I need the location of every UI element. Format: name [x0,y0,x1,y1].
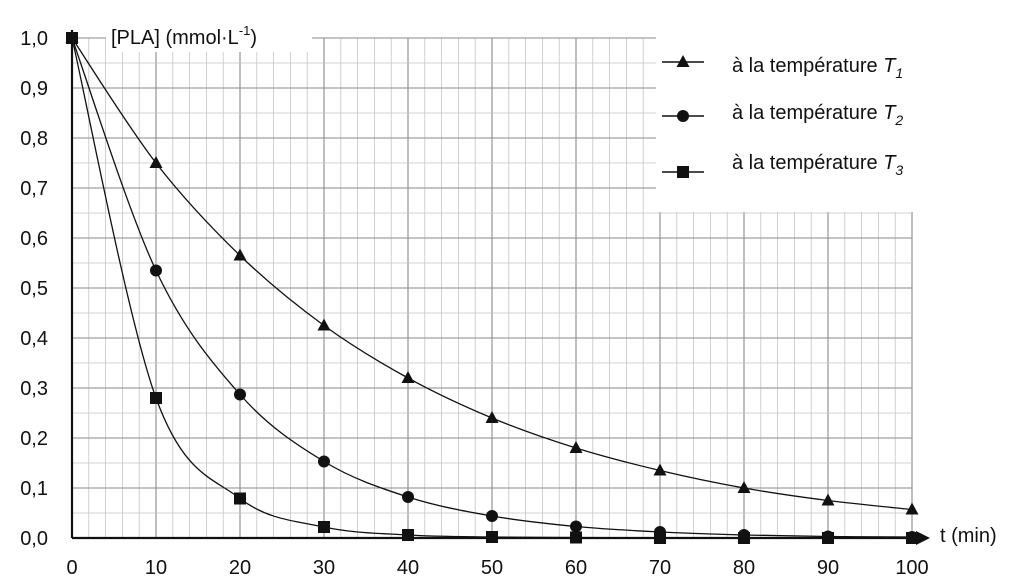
point-t3-square [150,392,162,404]
markers [65,31,919,544]
legend-item-t1: à la température T1 [662,55,903,81]
y-tick-label: 0,6 [20,228,48,250]
y-tick-label: 0,2 [20,428,48,450]
x-tick-label: 80 [733,557,755,579]
point-t1-triangle [149,156,163,168]
point-t1-triangle [485,411,499,423]
point-t3-square [654,532,666,544]
legend-circle-marker [677,110,689,122]
y-tick-label: 0,5 [20,278,48,300]
x-tick-label: 40 [397,557,419,579]
y-tick-label: 0,0 [20,528,48,550]
x-tick-label: 70 [649,557,671,579]
point-t3-square [66,32,78,44]
y-tick-label: 0,9 [20,78,48,100]
point-t2-circle [234,388,246,401]
point-t3-square [234,492,246,505]
point-t1-triangle [905,502,919,515]
y-axis-label: [PLA] (mmol·L-1) [111,23,257,49]
y-tick-label: 0,4 [20,328,48,350]
x-tick-label: 100 [895,557,928,579]
y-tick-label: 0,1 [20,478,48,500]
y-tick-label: 0,7 [20,178,48,200]
x-tick-label: 10 [145,557,167,579]
x-tick-label: 90 [817,557,839,579]
legend-background [656,36,920,212]
point-t1-triangle [317,318,331,331]
point-t3-square [486,531,498,543]
x-tick-label: 30 [313,557,335,579]
y-tick-label: 1,0 [20,28,48,50]
x-axis-arrow [916,531,930,545]
legend-label-t1: à la température T1 [732,55,903,81]
point-t3-square [738,532,750,544]
x-tick-label: 60 [565,557,587,579]
tick-labels: 0 10 20 30 40 50 60 70 80 90 100 0,0 0,1 0,2 0,3 0,4 0,5… [20,28,929,579]
point-t1-triangle [821,493,835,506]
legend: à la température T1 à la température T2 … [656,36,920,212]
legend-item-t2: à la température T2 [662,102,903,128]
point-t1-triangle [233,248,247,261]
ylabel-background [106,20,312,52]
point-t2-circle [486,510,498,522]
point-t1-triangle [653,463,667,476]
legend-item-t3: à la température T3 [662,152,903,178]
grid [71,37,913,539]
point-t1-triangle [569,441,583,453]
legend-triangle-marker [676,55,690,67]
y-tick-label: 0,8 [20,128,48,150]
point-t3-square [318,521,330,533]
point-t2-circle [570,520,582,533]
point-t3-square [402,529,414,541]
x-tick-label: 20 [229,557,251,579]
x-axis-label: t (min) [940,525,997,547]
point-t2-circle [150,264,162,277]
point-t2-circle [402,491,414,503]
point-t3-square [570,531,582,544]
legend-label-t2: à la température T2 [732,102,903,128]
x-tick-label: 50 [481,557,503,579]
series-line-t1 [71,37,913,511]
point-t1-triangle [401,371,415,383]
point-t3-square [822,532,834,544]
point-t1-triangle [737,481,751,493]
point-t2-circle [318,455,330,468]
series-line-t2 [71,37,913,538]
legend-label-t3: à la température T3 [732,152,903,178]
point-t3-square [906,532,918,544]
x-tick-label: 0 [66,557,77,579]
y-tick-label: 0,3 [20,378,48,400]
legend-square-marker [677,166,689,178]
